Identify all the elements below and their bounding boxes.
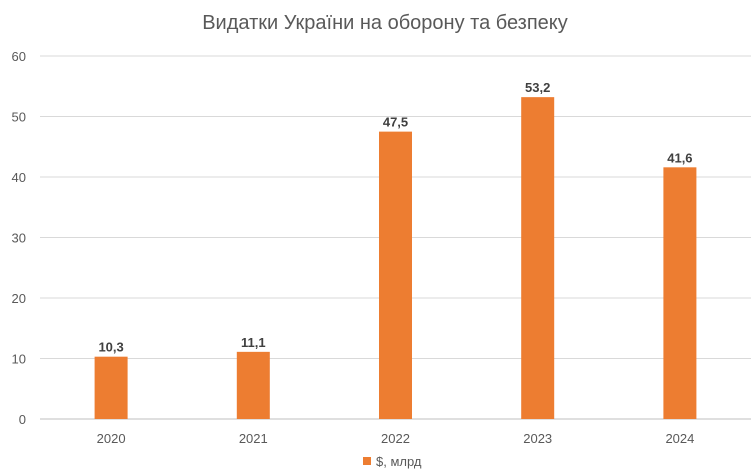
bars <box>94 97 697 419</box>
bar-2023 <box>521 97 555 419</box>
y-tick-label: 30 <box>12 231 26 246</box>
legend-label: $, млрд <box>376 454 422 469</box>
data-labels: 10,3 11,1 47,5 53,2 41,6 <box>98 80 692 355</box>
data-label-2023: 53,2 <box>525 80 550 95</box>
y-tick-label: 60 <box>12 49 26 64</box>
bar-2024 <box>663 167 697 419</box>
legend: $, млрд <box>363 454 422 469</box>
y-axis-ticks: 0 10 20 30 40 50 60 <box>12 49 26 427</box>
bar-2022 <box>379 131 412 419</box>
x-tick-label: 2023 <box>523 431 552 446</box>
data-label-2021: 11,1 <box>241 335 266 350</box>
x-tick-label: 2022 <box>381 431 410 446</box>
data-label-2024: 41,6 <box>667 150 692 165</box>
x-tick-label: 2024 <box>665 431 694 446</box>
bar-2021 <box>236 351 270 419</box>
x-axis-ticks: 2020 2021 2022 2023 2024 <box>97 431 695 446</box>
bar-2020 <box>94 356 128 419</box>
data-label-2020: 10,3 <box>98 340 123 355</box>
y-tick-label: 20 <box>12 291 26 306</box>
chart-title: Видатки України на оборону та безпеку <box>202 12 568 34</box>
y-tick-label: 40 <box>12 170 26 185</box>
data-label-2022: 47,5 <box>383 115 408 130</box>
legend-swatch <box>363 457 371 465</box>
y-tick-label: 0 <box>19 412 26 427</box>
y-tick-label: 50 <box>12 110 26 125</box>
x-tick-label: 2020 <box>97 431 126 446</box>
y-tick-label: 10 <box>12 352 26 367</box>
x-tick-label: 2021 <box>239 431 268 446</box>
